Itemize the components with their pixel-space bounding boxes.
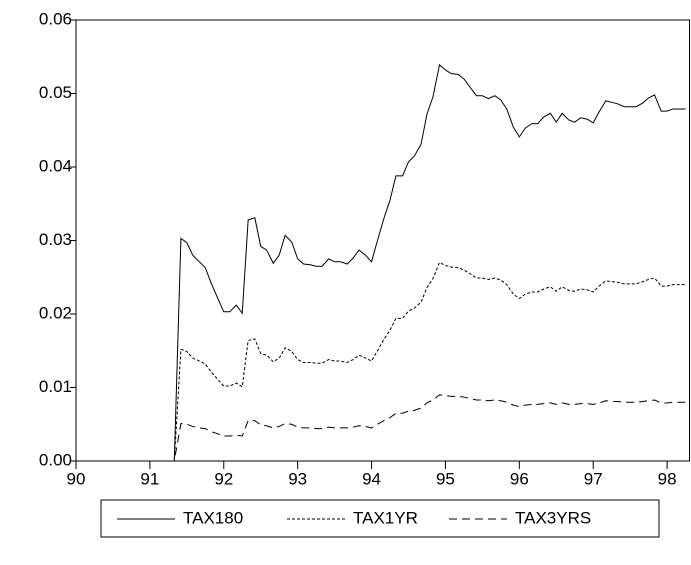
x-tick-label: 94 [362,469,381,488]
y-tick-label: 0.02 [39,303,72,322]
x-tick-label: 91 [140,469,159,488]
y-tick-label: 0.03 [39,230,72,249]
legend-box [100,499,660,538]
y-tick-label: 0.06 [39,9,72,28]
legend-label: TAX1YR [353,508,418,527]
x-tick-label: 98 [658,469,677,488]
y-tick-label: 0.01 [39,377,72,396]
x-tick-label: 96 [510,469,529,488]
x-tick-label: 97 [584,469,603,488]
x-tick-label: 90 [67,469,86,488]
series-line [76,394,686,462]
y-tick-label: 0.05 [39,83,72,102]
series-line [76,261,686,462]
x-tick-label: 93 [288,469,307,488]
legend-label: TAX180 [183,508,243,527]
series-line [76,63,686,462]
y-tick-label: 0.04 [39,156,72,175]
legend-label: TAX3YRS [515,508,591,527]
x-tick-label: 92 [214,469,233,488]
y-tick-label: 0.00 [39,450,72,469]
plot-frame [75,19,690,462]
x-tick-label: 95 [436,469,455,488]
